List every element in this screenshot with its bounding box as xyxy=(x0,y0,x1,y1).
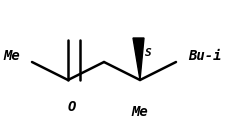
Text: Me: Me xyxy=(4,49,20,63)
Text: S: S xyxy=(145,48,151,58)
Text: O: O xyxy=(68,100,76,114)
Text: Me: Me xyxy=(132,105,148,119)
Polygon shape xyxy=(133,38,144,80)
Text: Bu-i: Bu-i xyxy=(188,49,222,63)
